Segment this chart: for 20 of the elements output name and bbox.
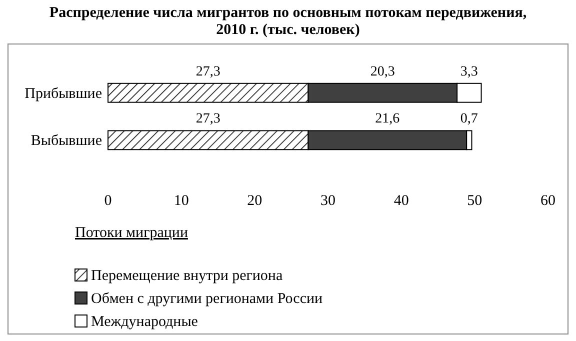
x-tick-label: 40 bbox=[394, 193, 409, 209]
y-tick-label: Выбывшие bbox=[30, 133, 102, 150]
legend-title: Потоки миграции bbox=[75, 225, 188, 241]
chart-title: Распределение числа мигрантов по основным потокам передвижения, 2010 г. (тыс. человек) bbox=[49, 5, 527, 38]
y-tick-label: Прибывшие bbox=[24, 86, 102, 102]
legend-label: Международные bbox=[91, 314, 198, 330]
legend-label: Перемещение внутри региона bbox=[91, 268, 283, 284]
data-label: 27,3 bbox=[196, 112, 220, 127]
data-label: 21,6 bbox=[375, 112, 400, 127]
data-label: 0,7 bbox=[460, 112, 478, 127]
x-tick-label: 0 bbox=[104, 193, 112, 209]
x-tick-label: 60 bbox=[540, 193, 556, 209]
x-tick-label: 30 bbox=[320, 193, 336, 209]
legend-label: Обмен с другими регионами России bbox=[91, 291, 323, 307]
data-label: 20,3 bbox=[370, 64, 395, 80]
x-tick-label: 50 bbox=[467, 193, 482, 209]
data-label: 27,3 bbox=[196, 64, 220, 80]
data-label: 3,3 bbox=[460, 64, 478, 80]
x-tick-label: 20 bbox=[247, 193, 262, 209]
x-tick-label: 10 bbox=[174, 193, 189, 209]
